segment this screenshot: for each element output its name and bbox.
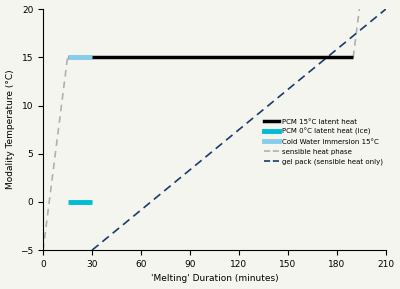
X-axis label: 'Melting' Duration (minutes): 'Melting' Duration (minutes) (151, 275, 278, 284)
Y-axis label: Modality Temperature (°C): Modality Temperature (°C) (6, 70, 14, 189)
Legend: PCM 15°C latent heat, PCM 0°C latent heat (ice), Cold Water Immersion 15°C, sens: PCM 15°C latent heat, PCM 0°C latent hea… (261, 116, 386, 167)
